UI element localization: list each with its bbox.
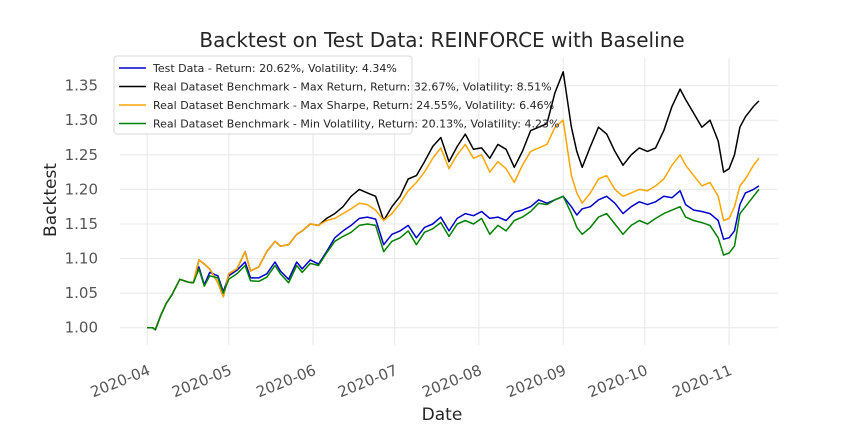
y-tick-label: 1.10	[65, 250, 98, 268]
series-line-4	[147, 188, 760, 331]
y-tick-label: 1.15	[65, 215, 98, 233]
legend-entry: Real Dataset Benchmark - Min Volatility,…	[153, 118, 559, 131]
y-axis-ticks: 1.00 1.05 1.10 1.15 1.20 1.25 1.30 1.35	[65, 77, 98, 337]
y-tick-label: 1.20	[65, 180, 98, 198]
x-tick-label: 2020-10	[585, 361, 650, 401]
legend: Test Data - Return: 20.62%, Volatility: …	[113, 55, 559, 135]
series-lines	[147, 71, 760, 331]
x-tick-label: 2020-05	[169, 361, 234, 401]
x-tick-label: 2020-06	[254, 361, 319, 401]
legend-entry: Real Dataset Benchmark - Max Return, Ret…	[153, 81, 552, 94]
chart-title: Backtest on Test Data: REINFORCE with Ba…	[199, 28, 684, 52]
y-tick-label: 1.25	[65, 146, 98, 164]
x-tick-label: 2020-11	[670, 361, 735, 401]
x-tick-label: 2020-09	[504, 361, 569, 401]
y-tick-label: 1.30	[65, 111, 98, 129]
legend-entry: Test Data - Return: 20.62%, Volatility: …	[152, 62, 397, 75]
series-line-3	[147, 119, 760, 331]
y-axis-label: Backtest	[41, 163, 61, 237]
x-axis-ticks: 2020-04 2020-05 2020-06 2020-07 2020-08 2020-…	[88, 361, 735, 401]
legend-box	[113, 55, 413, 135]
y-tick-label: 1.05	[65, 284, 98, 302]
y-tick-label: 1.00	[65, 319, 98, 337]
y-tick-label: 1.35	[65, 77, 98, 95]
legend-entry: Real Dataset Benchmark - Max Sharpe, Ret…	[153, 99, 554, 112]
x-tick-label: 2020-08	[420, 361, 485, 401]
x-tick-label: 2020-04	[88, 361, 153, 401]
x-tick-label: 2020-07	[335, 361, 400, 401]
x-axis-label: Date	[422, 405, 463, 425]
series-line-1	[147, 185, 760, 331]
